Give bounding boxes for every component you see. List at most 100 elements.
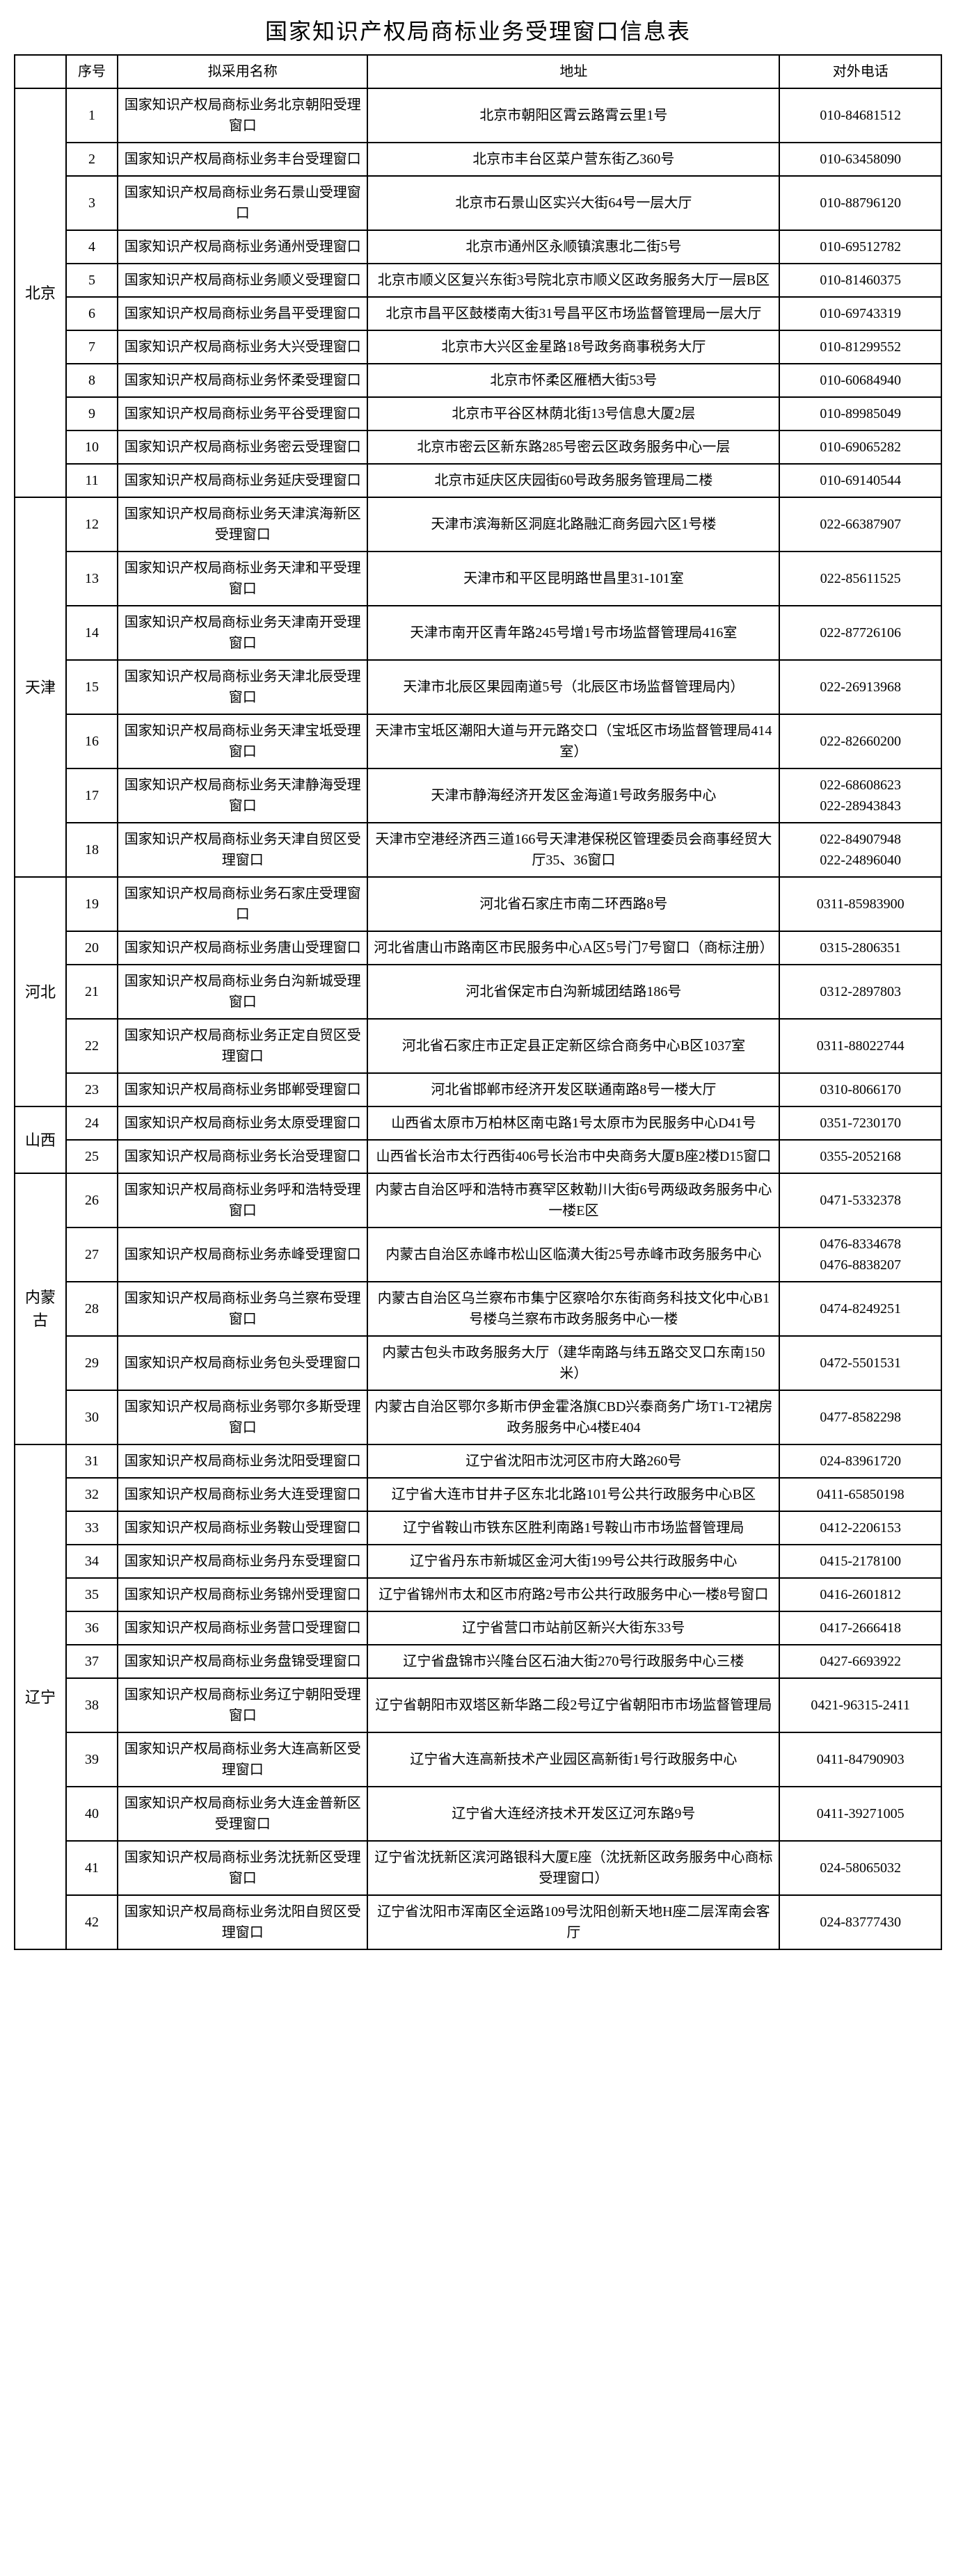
address-cell: 北京市昌平区鼓楼南大街31号昌平区市场监督管理局一层大厅 — [367, 297, 779, 330]
table-row: 42国家知识产权局商标业务沈阳自贸区受理窗口辽宁省沈阳市浑南区全运路109号沈阳… — [15, 1895, 941, 1949]
name-cell: 国家知识产权局商标业务天津南开受理窗口 — [118, 606, 367, 660]
seq-cell: 9 — [66, 397, 118, 430]
table-row: 22国家知识产权局商标业务正定自贸区受理窗口河北省石家庄市正定县正定新区综合商务… — [15, 1019, 941, 1073]
name-cell: 国家知识产权局商标业务沈阳受理窗口 — [118, 1444, 367, 1478]
table-row: 29国家知识产权局商标业务包头受理窗口内蒙古包头市政务服务大厅（建华南路与纬五路… — [15, 1336, 941, 1390]
address-cell: 北京市大兴区金星路18号政务商事税务大厅 — [367, 330, 779, 364]
header-phone: 对外电话 — [779, 55, 941, 88]
table-row: 20国家知识产权局商标业务唐山受理窗口河北省唐山市路南区市民服务中心A区5号门7… — [15, 931, 941, 965]
table-row: 3国家知识产权局商标业务石景山受理窗口北京市石景山区实兴大街64号一层大厅010… — [15, 176, 941, 230]
name-cell: 国家知识产权局商标业务延庆受理窗口 — [118, 464, 367, 497]
phone-cell: 024-83961720 — [779, 1444, 941, 1478]
name-cell: 国家知识产权局商标业务天津静海受理窗口 — [118, 768, 367, 823]
phone-cell: 0412-2206153 — [779, 1511, 941, 1545]
name-cell: 国家知识产权局商标业务唐山受理窗口 — [118, 931, 367, 965]
address-cell: 辽宁省大连市甘井子区东北北路101号公共行政服务中心B区 — [367, 1478, 779, 1511]
name-cell: 国家知识产权局商标业务大连高新区受理窗口 — [118, 1732, 367, 1787]
seq-cell: 19 — [66, 877, 118, 931]
seq-cell: 41 — [66, 1841, 118, 1895]
name-cell: 国家知识产权局商标业务石景山受理窗口 — [118, 176, 367, 230]
name-cell: 国家知识产权局商标业务天津自贸区受理窗口 — [118, 823, 367, 877]
phone-cell: 0415-2178100 — [779, 1545, 941, 1578]
table-row: 38国家知识产权局商标业务辽宁朝阳受理窗口辽宁省朝阳市双塔区新华路二段2号辽宁省… — [15, 1678, 941, 1732]
phone-cell: 0474-8249251 — [779, 1282, 941, 1336]
phone-cell: 0476-8334678 0476-8838207 — [779, 1227, 941, 1282]
address-cell: 山西省太原市万柏林区南屯路1号太原市为民服务中心D41号 — [367, 1106, 779, 1140]
seq-cell: 20 — [66, 931, 118, 965]
table-row: 34国家知识产权局商标业务丹东受理窗口辽宁省丹东市新城区金河大街199号公共行政… — [15, 1545, 941, 1578]
table-row: 33国家知识产权局商标业务鞍山受理窗口辽宁省鞍山市铁东区胜利南路1号鞍山市市场监… — [15, 1511, 941, 1545]
phone-cell: 0411-65850198 — [779, 1478, 941, 1511]
table-row: 35国家知识产权局商标业务锦州受理窗口辽宁省锦州市太和区市府路2号市公共行政服务… — [15, 1578, 941, 1611]
name-cell: 国家知识产权局商标业务辽宁朝阳受理窗口 — [118, 1678, 367, 1732]
phone-cell: 0427-6693922 — [779, 1645, 941, 1678]
address-cell: 辽宁省沈阳市浑南区全运路109号沈阳创新天地H座二层浑南会客厅 — [367, 1895, 779, 1949]
address-cell: 北京市密云区新东路285号密云区政务服务中心一层 — [367, 430, 779, 464]
address-cell: 内蒙古自治区鄂尔多斯市伊金霍洛旗CBD兴泰商务广场T1-T2裙房政务服务中心4楼… — [367, 1390, 779, 1444]
table-row: 32国家知识产权局商标业务大连受理窗口辽宁省大连市甘井子区东北北路101号公共行… — [15, 1478, 941, 1511]
seq-cell: 25 — [66, 1140, 118, 1173]
address-cell: 辽宁省盘锦市兴隆台区石油大街270号行政服务中心三楼 — [367, 1645, 779, 1678]
phone-cell: 0411-84790903 — [779, 1732, 941, 1787]
province-cell: 天津 — [15, 497, 66, 877]
phone-cell: 010-63458090 — [779, 143, 941, 176]
table-row: 41国家知识产权局商标业务沈抚新区受理窗口辽宁省沈抚新区滨河路银科大厦E座（沈抚… — [15, 1841, 941, 1895]
phone-cell: 010-69512782 — [779, 230, 941, 264]
name-cell: 国家知识产权局商标业务鄂尔多斯受理窗口 — [118, 1390, 367, 1444]
table-row: 25国家知识产权局商标业务长治受理窗口山西省长治市太行西街406号长治市中央商务… — [15, 1140, 941, 1173]
table-row: 23国家知识产权局商标业务邯郸受理窗口河北省邯郸市经济开发区联通南路8号一楼大厅… — [15, 1073, 941, 1106]
address-cell: 内蒙古自治区赤峰市松山区临潢大街25号赤峰市政务服务中心 — [367, 1227, 779, 1282]
table-row: 17国家知识产权局商标业务天津静海受理窗口天津市静海经济开发区金海道1号政务服务… — [15, 768, 941, 823]
phone-cell: 024-58065032 — [779, 1841, 941, 1895]
seq-cell: 29 — [66, 1336, 118, 1390]
seq-cell: 4 — [66, 230, 118, 264]
name-cell: 国家知识产权局商标业务锦州受理窗口 — [118, 1578, 367, 1611]
name-cell: 国家知识产权局商标业务大连受理窗口 — [118, 1478, 367, 1511]
name-cell: 国家知识产权局商标业务大兴受理窗口 — [118, 330, 367, 364]
address-cell: 天津市和平区昆明路世昌里31-101室 — [367, 552, 779, 606]
page-title: 国家知识产权局商标业务受理窗口信息表 — [14, 14, 942, 46]
address-cell: 内蒙古包头市政务服务大厅（建华南路与纬五路交叉口东南150米） — [367, 1336, 779, 1390]
phone-cell: 010-88796120 — [779, 176, 941, 230]
seq-cell: 3 — [66, 176, 118, 230]
table-row: 9国家知识产权局商标业务平谷受理窗口北京市平谷区林荫北街13号信息大厦2层010… — [15, 397, 941, 430]
phone-cell: 022-68608623 022-28943843 — [779, 768, 941, 823]
phone-cell: 0477-8582298 — [779, 1390, 941, 1444]
seq-cell: 33 — [66, 1511, 118, 1545]
table-header-row: 序号 拟采用名称 地址 对外电话 — [15, 55, 941, 88]
table-row: 36国家知识产权局商标业务营口受理窗口辽宁省营口市站前区新兴大街东33号0417… — [15, 1611, 941, 1645]
table-row: 15国家知识产权局商标业务天津北辰受理窗口天津市北辰区果园南道5号（北辰区市场监… — [15, 660, 941, 714]
seq-cell: 32 — [66, 1478, 118, 1511]
address-cell: 北京市平谷区林荫北街13号信息大厦2层 — [367, 397, 779, 430]
name-cell: 国家知识产权局商标业务长治受理窗口 — [118, 1140, 367, 1173]
table-row: 21国家知识产权局商标业务白沟新城受理窗口河北省保定市白沟新城团结路186号03… — [15, 965, 941, 1019]
province-cell: 北京 — [15, 88, 66, 497]
seq-cell: 39 — [66, 1732, 118, 1787]
table-row: 11国家知识产权局商标业务延庆受理窗口北京市延庆区庆园街60号政务服务管理局二楼… — [15, 464, 941, 497]
seq-cell: 17 — [66, 768, 118, 823]
table-row: 40国家知识产权局商标业务大连金普新区受理窗口辽宁省大连经济技术开发区辽河东路9… — [15, 1787, 941, 1841]
name-cell: 国家知识产权局商标业务营口受理窗口 — [118, 1611, 367, 1645]
phone-cell: 010-69065282 — [779, 430, 941, 464]
address-cell: 河北省保定市白沟新城团结路186号 — [367, 965, 779, 1019]
seq-cell: 12 — [66, 497, 118, 552]
address-cell: 天津市南开区青年路245号增1号市场监督管理局416室 — [367, 606, 779, 660]
phone-cell: 0416-2601812 — [779, 1578, 941, 1611]
table-row: 河北19国家知识产权局商标业务石家庄受理窗口河北省石家庄市南二环西路8号0311… — [15, 877, 941, 931]
address-cell: 天津市静海经济开发区金海道1号政务服务中心 — [367, 768, 779, 823]
phone-cell: 022-82660200 — [779, 714, 941, 768]
address-cell: 辽宁省沈抚新区滨河路银科大厦E座（沈抚新区政务服务中心商标受理窗口） — [367, 1841, 779, 1895]
seq-cell: 23 — [66, 1073, 118, 1106]
name-cell: 国家知识产权局商标业务包头受理窗口 — [118, 1336, 367, 1390]
address-cell: 河北省唐山市路南区市民服务中心A区5号门7号窗口（商标注册） — [367, 931, 779, 965]
province-cell: 内蒙古 — [15, 1173, 66, 1444]
address-cell: 辽宁省锦州市太和区市府路2号市公共行政服务中心一楼8号窗口 — [367, 1578, 779, 1611]
address-cell: 天津市滨海新区洞庭北路融汇商务园六区1号楼 — [367, 497, 779, 552]
address-cell: 北京市顺义区复兴东街3号院北京市顺义区政务服务大厅一层B区 — [367, 264, 779, 297]
phone-cell: 022-84907948 022-24896040 — [779, 823, 941, 877]
name-cell: 国家知识产权局商标业务天津北辰受理窗口 — [118, 660, 367, 714]
address-cell: 辽宁省丹东市新城区金河大街199号公共行政服务中心 — [367, 1545, 779, 1578]
name-cell: 国家知识产权局商标业务乌兰察布受理窗口 — [118, 1282, 367, 1336]
address-cell: 北京市怀柔区雁栖大街53号 — [367, 364, 779, 397]
seq-cell: 16 — [66, 714, 118, 768]
